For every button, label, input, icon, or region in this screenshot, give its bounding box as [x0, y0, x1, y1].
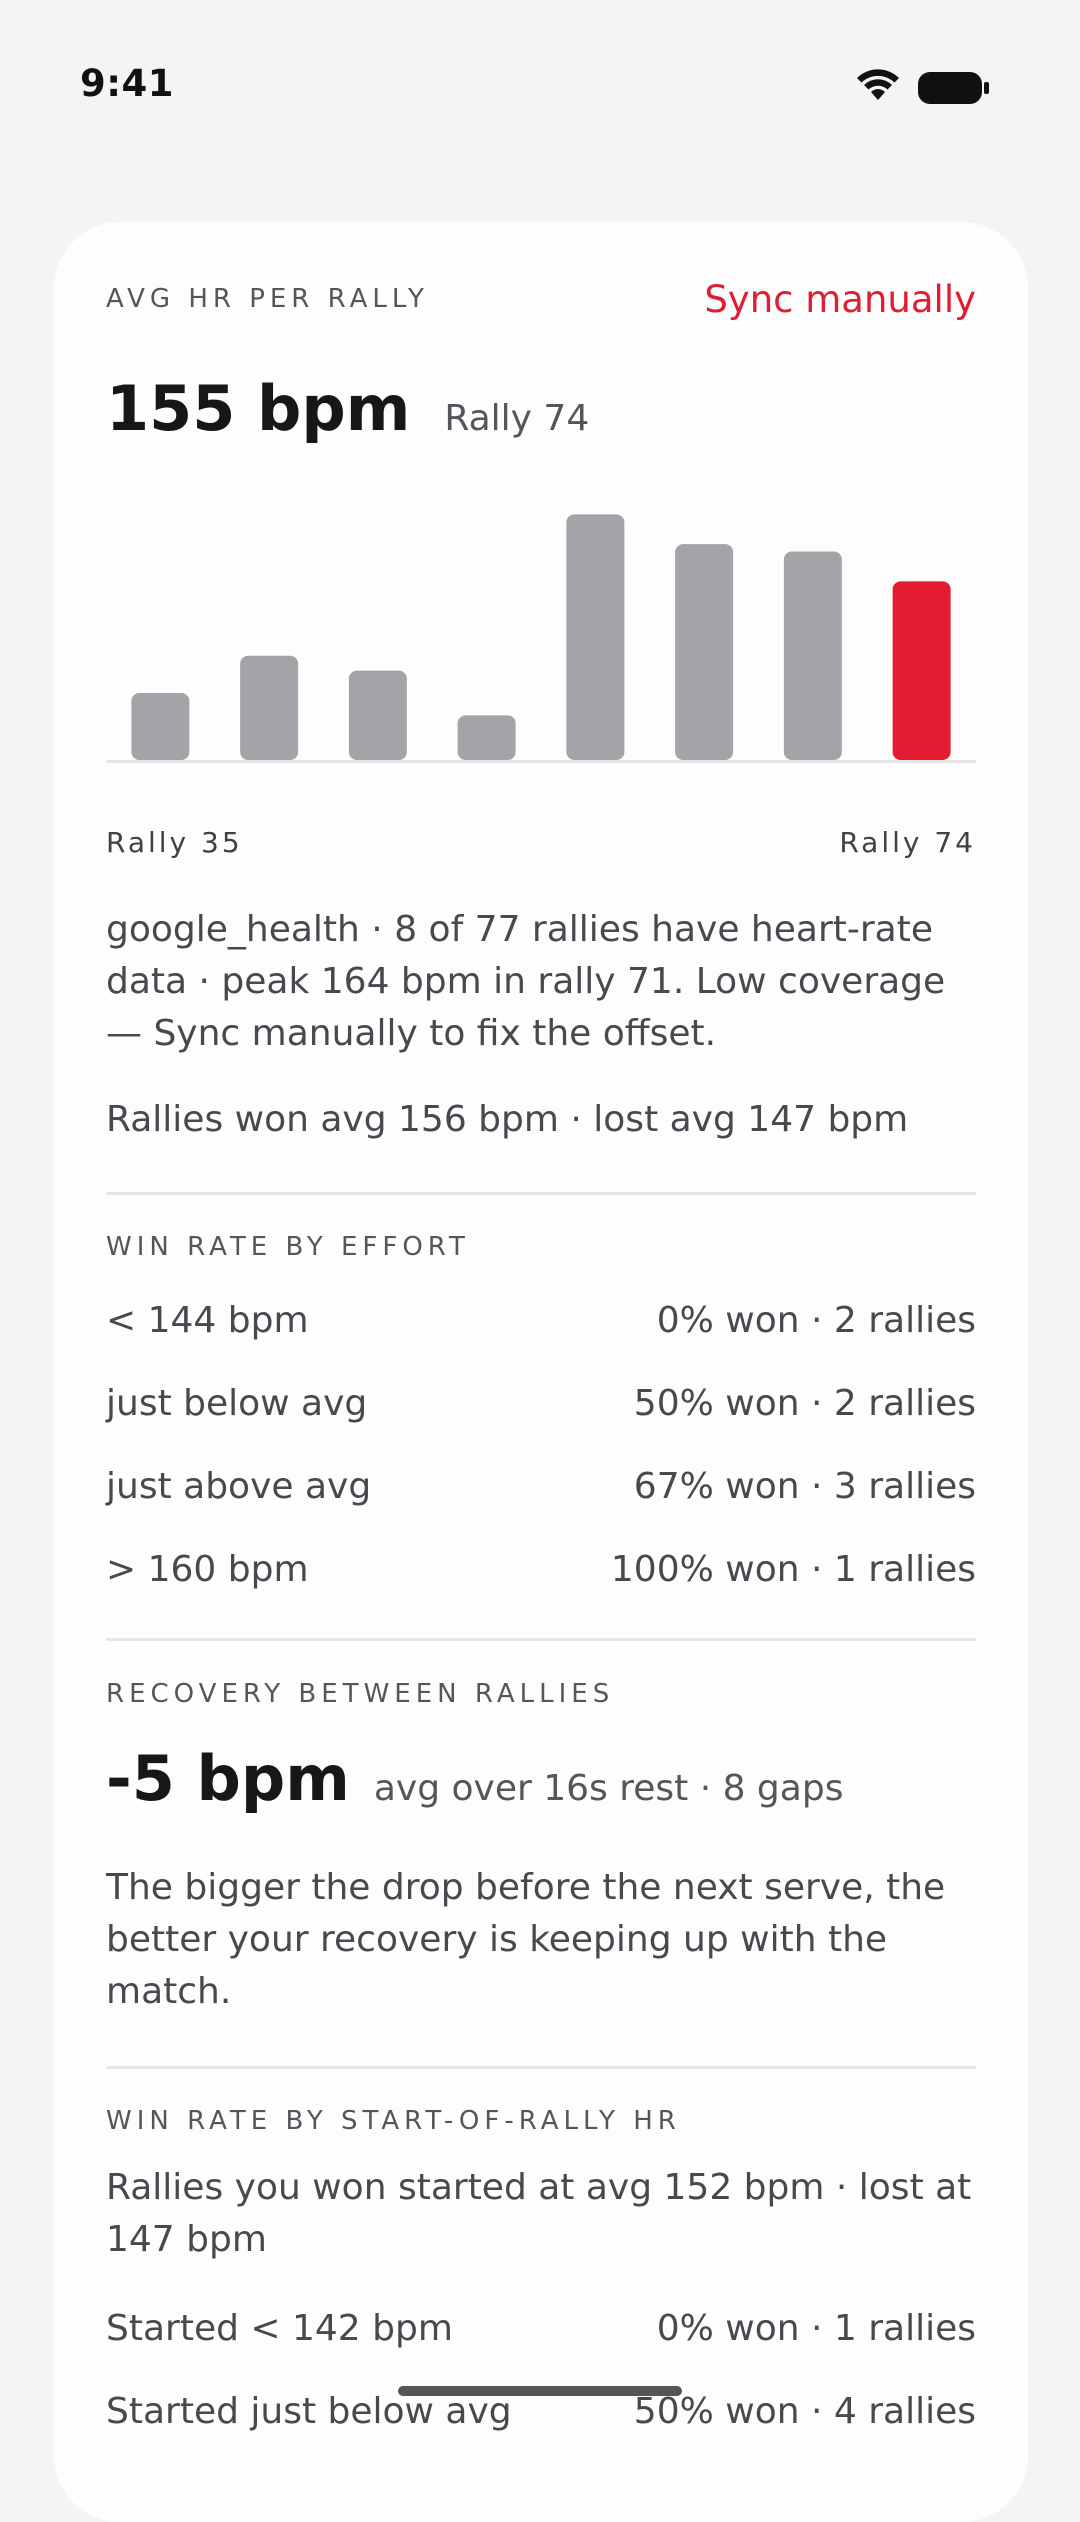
effort-row-label: just above avg [106, 1466, 372, 1507]
bar[interactable] [675, 544, 734, 760]
axis-start-label: Rally 35 [106, 826, 243, 859]
start-hr-row: Started just below avg 50% won · 4 ralli… [106, 2391, 976, 2432]
divider [106, 1638, 976, 1641]
start-hr-row: Started < 142 bpm 0% won · 1 rallies [106, 2308, 976, 2349]
bar[interactable] [131, 693, 190, 760]
effort-row: just above avg 67% won · 3 rallies [106, 1466, 976, 1507]
avg-hr-value: 155 bpm [106, 372, 411, 445]
won-lost-summary: Rallies won avg 156 bpm · lost avg 147 b… [106, 1099, 909, 1140]
coverage-description: google_health · 8 of 77 rallies have hea… [106, 909, 946, 1054]
hr-bar-chart [106, 514, 976, 763]
effort-row-value: 50% won · 2 rallies [633, 1383, 976, 1424]
sync-manually-button[interactable]: Sync manually [704, 278, 976, 321]
bar[interactable] [783, 551, 842, 760]
heart-rate-card: AVG HR PER RALLY Sync manually 155 bpm R… [54, 222, 1028, 2522]
recovery-value: -5 bpm [106, 1742, 350, 1815]
chart-baseline [106, 760, 976, 763]
hero-stat: 155 bpm Rally 74 [106, 372, 589, 445]
divider [106, 1192, 976, 1195]
home-indicator[interactable] [398, 2386, 682, 2396]
start-hr-summary: Rallies you won started at avg 152 bpm ·… [106, 2167, 972, 2260]
effort-row: just below avg 50% won · 2 rallies [106, 1383, 976, 1424]
effort-row-label: just below avg [106, 1383, 368, 1424]
recovery-stat: -5 bpm avg over 16s rest · 8 gaps [106, 1742, 843, 1815]
effort-row-label: < 144 bpm [106, 1300, 309, 1341]
recovery-sub: avg over 16s rest · 8 gaps [373, 1768, 844, 1809]
effort-row: > 160 bpm 100% won · 1 rallies [106, 1549, 976, 1590]
bar-highlighted[interactable] [892, 581, 951, 760]
bar[interactable] [457, 715, 516, 760]
effort-row-value: 67% won · 3 rallies [633, 1466, 976, 1507]
battery-icon [918, 72, 989, 104]
effort-row-value: 100% won · 1 rallies [610, 1549, 976, 1590]
recovery-description: The bigger the drop before the next serv… [106, 1867, 946, 2012]
status-bar: 9:41 [0, 0, 1080, 170]
wifi-icon [857, 69, 899, 100]
effort-row: < 144 bpm 0% won · 2 rallies [106, 1300, 976, 1341]
axis-end-label: Rally 74 [839, 826, 976, 859]
effort-row-value: 0% won · 2 rallies [656, 1300, 976, 1341]
bar[interactable] [566, 514, 625, 760]
start-hr-title: WIN RATE BY START-OF-RALLY HR [106, 2106, 681, 2136]
status-time: 9:41 [80, 62, 175, 105]
win-rate-effort-title: WIN RATE BY EFFORT [106, 1232, 470, 1262]
avg-hr-title: AVG HR PER RALLY [106, 284, 429, 314]
bar[interactable] [348, 670, 407, 760]
start-hr-row-value: 50% won · 4 rallies [633, 2391, 976, 2432]
start-hr-row-label: Started just below avg [106, 2391, 512, 2432]
divider [106, 2066, 976, 2069]
selected-rally-label: Rally 74 [444, 398, 590, 439]
recovery-title: RECOVERY BETWEEN RALLIES [106, 1679, 615, 1709]
start-hr-row-label: Started < 142 bpm [106, 2308, 453, 2349]
bar[interactable] [240, 655, 299, 760]
start-hr-row-value: 0% won · 1 rallies [656, 2308, 976, 2349]
effort-row-label: > 160 bpm [106, 1549, 309, 1590]
